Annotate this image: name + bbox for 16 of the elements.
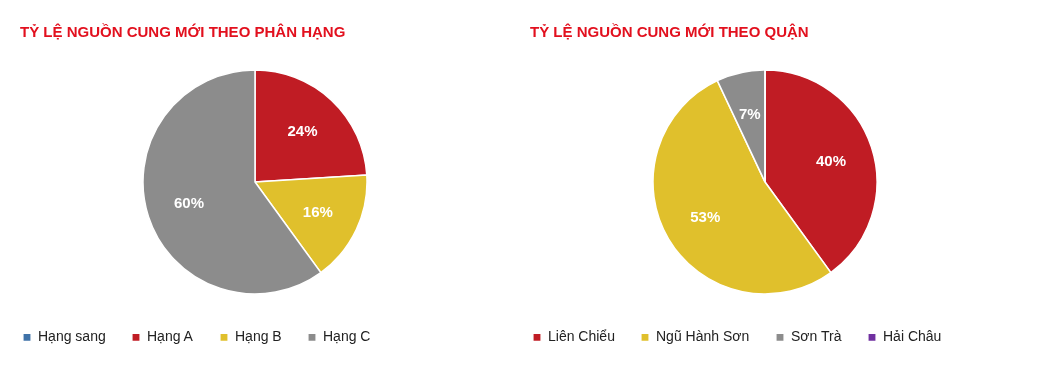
legend-label: Hạng A <box>147 328 194 345</box>
legend-label: Hạng C <box>323 328 371 345</box>
data-label: 40% <box>816 151 847 169</box>
legend-label: Hải Châu <box>883 328 942 345</box>
legend-label: Ngũ Hành Sơn <box>656 328 750 345</box>
legend-label: Liên Chiểu <box>548 328 615 345</box>
legend-label: Hạng B <box>235 328 282 345</box>
data-label: 53% <box>690 208 721 226</box>
data-label: 60% <box>173 194 204 212</box>
legend-label: Hạng sang <box>38 328 106 345</box>
data-label: 16% <box>302 202 333 220</box>
data-label: 7% <box>739 105 761 123</box>
data-label: 24% <box>287 122 318 140</box>
chart-title: TỶ LỆ NGUỒN CUNG MỚI THEO PHÂN HẠNG <box>20 23 346 40</box>
legend-label: Sơn Trà <box>791 328 842 345</box>
chart-title: TỶ LỆ NGUỒN CUNG MỚI THEO QUẬN <box>530 23 809 40</box>
